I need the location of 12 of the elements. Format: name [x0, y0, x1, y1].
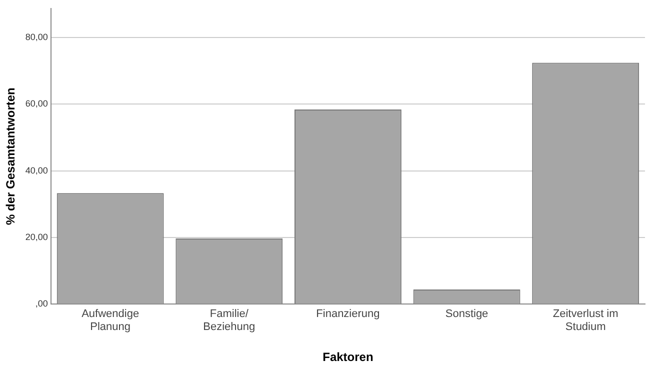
y-tick-label: 60,00	[25, 98, 48, 109]
x-tick-label: Zeitverlust im Studium	[552, 308, 618, 334]
y-tick-label: 40,00	[25, 165, 48, 176]
x-tick-label: Familie/ Beziehung	[203, 308, 256, 334]
y-axis-title: % der Gesamtantworten	[4, 88, 18, 225]
x-axis-title: Faktoren	[322, 350, 374, 364]
y-tick-label: 20,00	[25, 232, 48, 242]
x-tick-label: Finanzierung	[316, 308, 380, 320]
y-tick-label: ,00	[35, 298, 48, 309]
y-tick-label: 80,00	[25, 32, 48, 42]
x-tick-label: Aufwendige Planung	[82, 308, 140, 334]
x-tick-label: Sonstige	[445, 308, 488, 320]
